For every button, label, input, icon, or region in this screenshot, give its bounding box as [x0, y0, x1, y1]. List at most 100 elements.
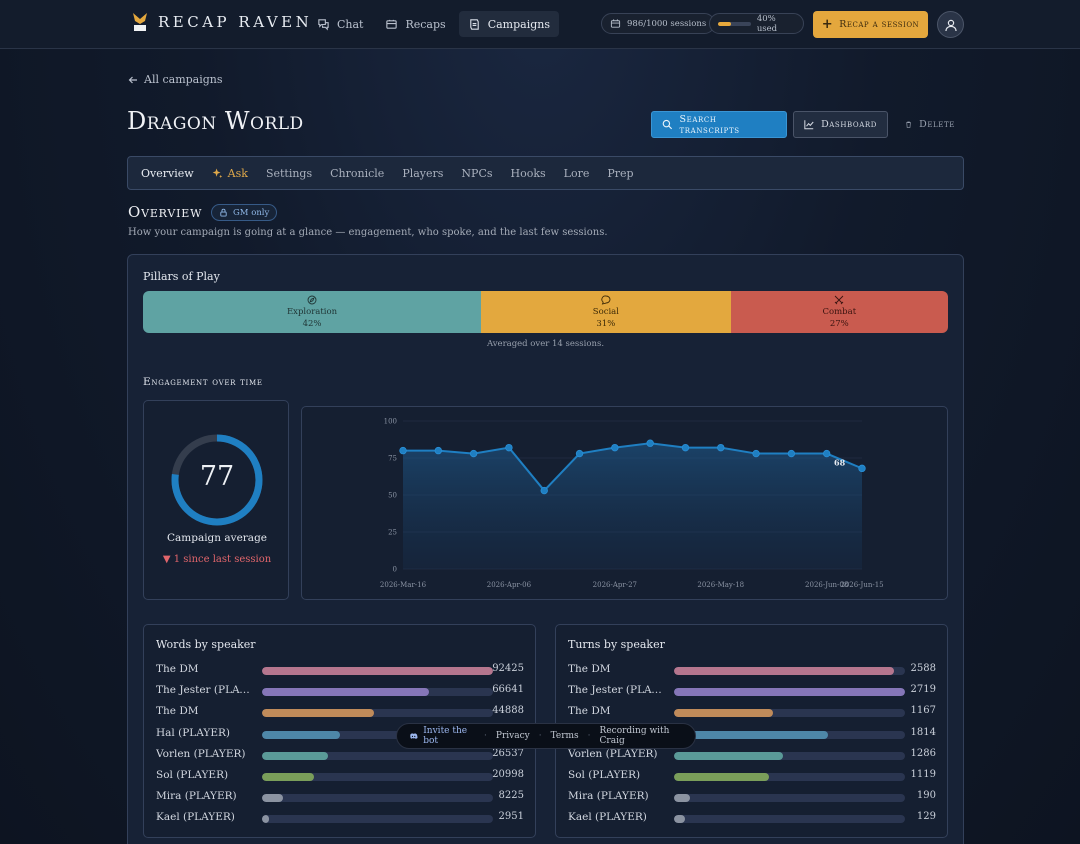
tab-players[interactable]: Players [393, 156, 452, 190]
speaker-row: The DM 2588 [568, 663, 936, 677]
user-avatar[interactable] [937, 11, 964, 38]
usage-bar [718, 21, 751, 26]
footer-separator: · [587, 731, 591, 741]
campaigns-icon [469, 18, 479, 30]
nav-campaigns-label: Campaigns [487, 17, 550, 31]
speaker-name: Mira (PLAYER) [568, 790, 649, 803]
nav-campaigns[interactable]: Campaigns [458, 11, 559, 37]
speaker-bar-track [262, 709, 493, 718]
speaker-row: The DM 44888 [156, 705, 524, 719]
recap-session-button[interactable]: + Recap a session [813, 11, 928, 38]
x-tick-label: 2026-Apr-27 [593, 581, 637, 589]
search-transcripts-button[interactable]: Search transcripts [651, 111, 787, 138]
speaker-name: The Jester (PLAYER) [568, 684, 668, 697]
privacy-link[interactable]: Privacy [495, 731, 530, 741]
engagement-line-chart: 0 25 50 75 100 68 2026-Mar-16 2026-Apr-06 2026-A… [380, 418, 884, 590]
speaker-bar-track [674, 730, 905, 739]
tab-chronicle[interactable]: Chronicle [321, 156, 393, 190]
speaker-row: Vorlen (PLAYER) 1286 [568, 748, 936, 762]
data-point [681, 443, 690, 452]
gm-only-badge: GM only [211, 204, 278, 221]
x-tick-label: 2026-May-18 [697, 581, 744, 589]
app-name: RECAP RAVEN [158, 13, 313, 31]
tab-npcs[interactable]: NPCs [452, 156, 501, 190]
y-tick-label: 50 [388, 492, 397, 500]
speaker-value: 92425 [492, 663, 524, 674]
speaker-row: The DM 1167 [568, 705, 936, 719]
footer-separator: · [538, 731, 542, 741]
speaker-bar-track [674, 751, 905, 760]
engagement-title: Engagement over time [143, 376, 263, 388]
speaker-row: Sol (PLAYER) 1119 [568, 769, 936, 783]
pillar-combat: Combat 27% [730, 291, 948, 333]
speaker-bar [674, 709, 774, 718]
engagement-chart-card: 0 25 50 75 100 68 2026-Mar-16 2026-Apr-06 2026-A… [301, 406, 948, 600]
speaker-bar [262, 688, 429, 697]
data-point [752, 449, 760, 458]
tab-settings[interactable]: Settings [257, 156, 321, 190]
trash-icon [906, 121, 911, 128]
speaker-bar [674, 751, 784, 760]
pillar-social-name: Social [592, 306, 619, 317]
nav-recaps-label: Recaps [405, 17, 446, 31]
speaker-name: Sol (PLAYER) [568, 769, 641, 781]
tab-lore[interactable]: Lore [555, 156, 599, 190]
x-tick-label: 2026-Mar-16 [380, 581, 427, 589]
search-icon [662, 119, 673, 130]
engagement-area [403, 443, 862, 569]
delete-button[interactable]: Delete [895, 111, 965, 138]
recap-session-label: Recap a session [839, 19, 920, 30]
speaker-name: The DM [568, 705, 611, 718]
speaker-row: Kael (PLAYER) 129 [568, 811, 936, 825]
speaker-bar [262, 730, 340, 739]
logo[interactable]: RECAP RAVEN [131, 11, 312, 33]
terms-link[interactable]: Terms [550, 731, 579, 741]
tab-ask[interactable]: Ask [203, 156, 257, 190]
pillar-exploration-name: Exploration [286, 306, 338, 317]
last-value-annotation: 68 [834, 458, 846, 468]
speaker-bar-track [674, 815, 905, 824]
raven-logo-icon [133, 13, 147, 31]
speaker-name: Kael (PLAYER) [156, 811, 235, 824]
speaker-row: Mira (PLAYER) 8225 [156, 790, 524, 804]
speaker-value: 20998 [492, 769, 524, 780]
footer-links: Invite the bot · Privacy · Terms · Recor… [396, 723, 696, 749]
craig-link[interactable]: Recording with Craig [599, 726, 670, 746]
delete-label: Delete [919, 119, 955, 130]
overview-subtitle: How your campaign is going at a glance —… [128, 227, 608, 238]
invite-bot-link[interactable]: Invite the bot [409, 726, 475, 746]
speaker-bar [262, 709, 375, 718]
dashboard-label: Dashboard [821, 119, 877, 130]
x-tick-label: 2026-Apr-06 [487, 581, 532, 589]
speaker-bar-track [262, 815, 493, 824]
tab-prep[interactable]: Prep [598, 156, 642, 190]
engagement-line [403, 442, 863, 493]
turns-by-speaker-title: Turns by speaker [568, 638, 665, 651]
speaker-value: 8225 [498, 790, 524, 802]
speaker-name: Kael (PLAYER) [568, 811, 647, 824]
speaker-bar-track [674, 773, 905, 781]
nav-chat[interactable]: Chat [308, 11, 372, 37]
y-tick-label: 0 [393, 566, 397, 574]
back-link[interactable]: All campaigns [128, 73, 223, 86]
tab-hooks[interactable]: Hooks [502, 156, 555, 190]
pillar-combat-percent: 27% [829, 318, 849, 329]
pillars-title: Pillars of Play [143, 270, 220, 283]
gauge-arc [171, 434, 263, 526]
speech-bubble-icon [601, 295, 611, 305]
speaker-value: 44888 [492, 705, 524, 717]
search-transcripts-label: Search transcripts [679, 113, 740, 136]
recaps-icon [386, 19, 398, 29]
speaker-bar [674, 794, 691, 803]
data-point [540, 486, 548, 495]
data-point [469, 449, 478, 458]
tab-settings-label: Settings [265, 166, 313, 180]
nav-recaps[interactable]: Recaps [376, 11, 454, 37]
speaker-bar [674, 730, 829, 739]
dashboard-button[interactable]: Dashboard [793, 111, 888, 138]
speaker-name: Sol (PLAYER) [156, 769, 229, 781]
main-nav: Chat Recaps Campaigns [308, 11, 559, 37]
tab-overview[interactable]: Overview [132, 156, 203, 190]
speaker-bar [674, 688, 905, 697]
speaker-name: Vorlen (PLAYER) [156, 747, 246, 760]
